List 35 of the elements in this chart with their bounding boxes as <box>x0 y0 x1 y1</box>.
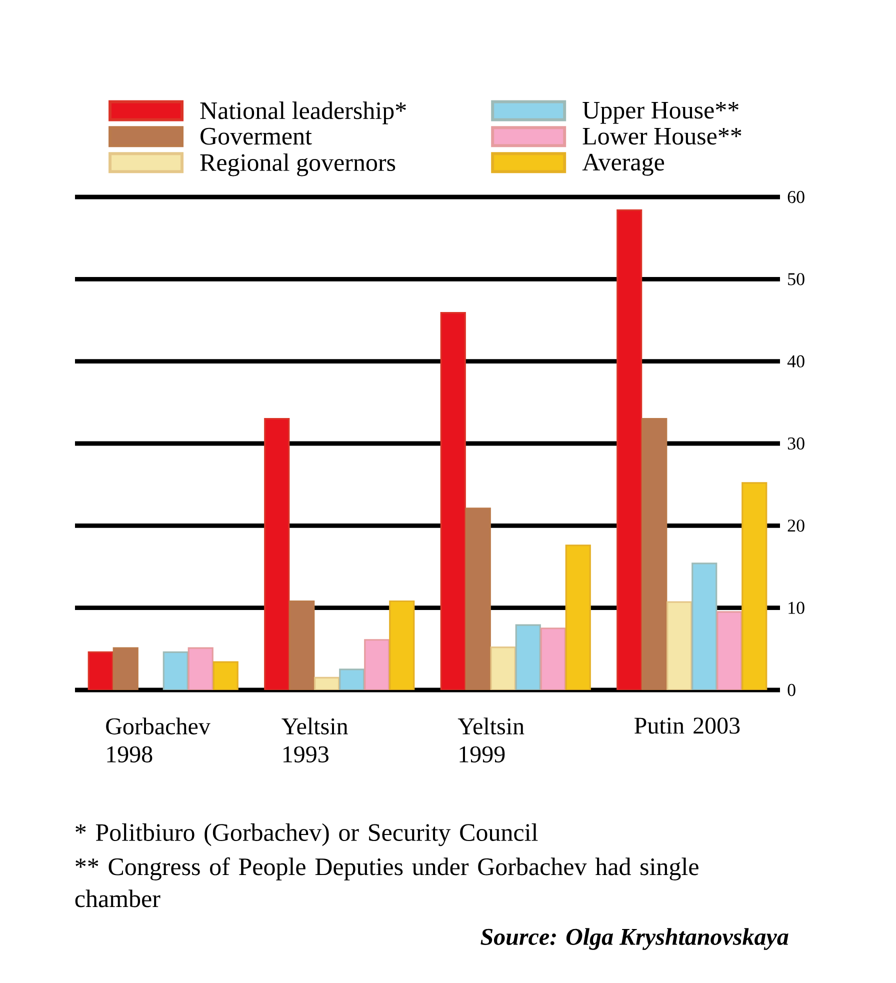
text: * Politbiuro (Gorbachev) or Security Council <box>76 823 538 846</box>
bar <box>314 676 340 690</box>
legend-label: Goverment <box>200 128 312 145</box>
y-tick-label: 30 <box>788 437 804 450</box>
source-note: Source: Olga Kryshtanovskaya <box>480 928 788 950</box>
bar <box>440 312 466 690</box>
x-tick-label: Yeltsin 1999 <box>458 718 524 762</box>
legend-label: Lower House** <box>582 128 742 145</box>
bar <box>264 418 290 690</box>
bar <box>666 601 692 690</box>
bar <box>716 611 742 690</box>
bar <box>364 639 390 690</box>
legend-label: Regional governors <box>200 153 396 176</box>
legend-label: National leadership* <box>200 102 406 124</box>
y-tick-label: 50 <box>788 273 804 286</box>
bar <box>540 628 566 690</box>
bar <box>188 647 214 690</box>
x-tick-label: Gorbachev 1998 <box>106 718 210 762</box>
y-tick-label: 40 <box>787 355 804 368</box>
bar <box>692 562 718 690</box>
legend-label: Average <box>582 154 664 176</box>
text: ** Congress of People Deputies under Gorbachev had single chamber <box>75 857 698 908</box>
y-tick-label: 20 <box>788 520 804 532</box>
bar <box>616 209 642 690</box>
x-tick-label: Putin 2003 <box>634 718 740 734</box>
bar <box>389 600 415 690</box>
y-tick-label: 0 <box>788 684 796 696</box>
bar <box>515 624 541 690</box>
bar <box>490 646 516 690</box>
y-tick-label: 60 <box>788 190 804 204</box>
legend-label: Upper House** <box>582 102 738 124</box>
x-tick-label: Yeltsin 1993 <box>282 718 348 762</box>
bar <box>565 544 591 690</box>
y-tick-label: 10 <box>788 602 804 614</box>
bar <box>742 482 768 690</box>
